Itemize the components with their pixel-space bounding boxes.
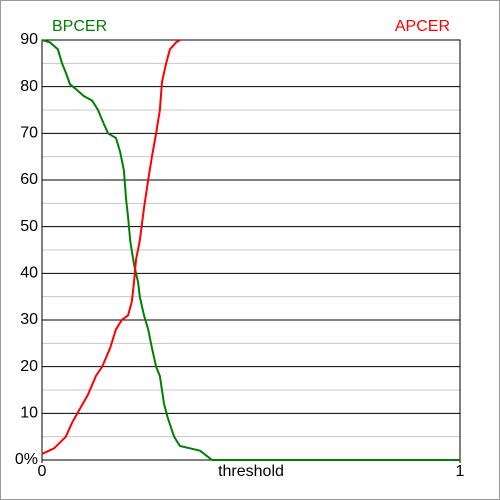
x-axis-label: threshold [218, 463, 284, 480]
series-line [41, 39, 460, 461]
y-tick-label: 10 [20, 405, 38, 422]
legend-label: BPCER [52, 18, 107, 35]
y-tick-label: 0% [15, 451, 38, 468]
x-tick-label: 0 [38, 463, 47, 480]
y-tick-label: 30 [20, 311, 38, 328]
y-tick-label: 90 [20, 31, 38, 48]
y-tick-label: 20 [20, 358, 38, 375]
y-tick-label: 80 [20, 78, 38, 95]
legend-label: APCER [395, 18, 450, 35]
y-tick-label: 50 [20, 218, 38, 235]
y-tick-label: 60 [20, 171, 38, 188]
series-line [41, 39, 181, 455]
y-tick-label: 40 [20, 265, 38, 282]
y-tick-label: 70 [20, 125, 38, 142]
x-tick-label: 1 [456, 463, 465, 480]
